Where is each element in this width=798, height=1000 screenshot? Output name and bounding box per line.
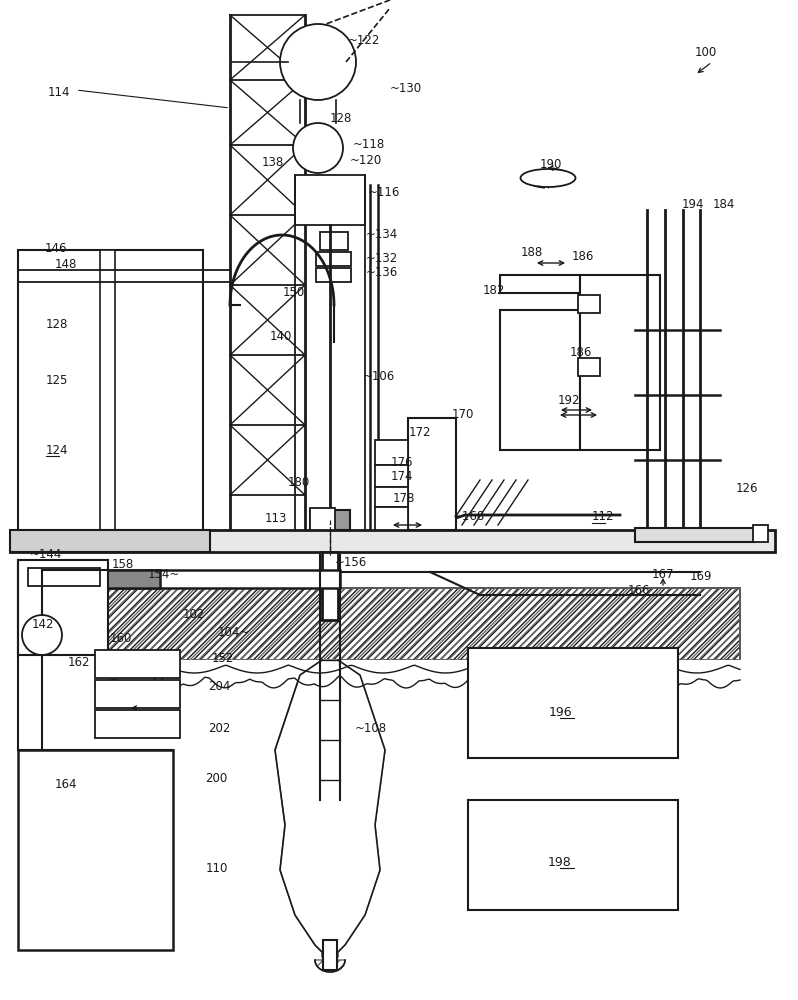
Text: ~118: ~118: [353, 137, 385, 150]
Bar: [10, 530, 775, 552]
Text: 100: 100: [695, 45, 717, 58]
Text: ~106: ~106: [363, 369, 395, 382]
Ellipse shape: [520, 169, 575, 187]
Bar: [753, 525, 768, 542]
Bar: [375, 440, 408, 465]
Text: ~168: ~168: [453, 510, 485, 522]
Bar: [316, 252, 351, 266]
Bar: [310, 508, 335, 530]
Text: 198: 198: [548, 856, 572, 868]
Text: ~116: ~116: [368, 186, 401, 198]
Text: 202: 202: [208, 722, 231, 734]
Bar: [310, 510, 350, 530]
Bar: [18, 250, 203, 545]
Bar: [28, 568, 100, 586]
Text: 128: 128: [46, 318, 69, 332]
Text: 176: 176: [391, 456, 413, 468]
Bar: [100, 588, 740, 660]
Bar: [500, 275, 580, 293]
Text: 178: 178: [393, 491, 416, 504]
Text: 164: 164: [55, 778, 77, 792]
Bar: [578, 295, 600, 313]
Text: 152: 152: [212, 652, 235, 664]
Text: 169: 169: [690, 570, 713, 582]
Text: ~120: ~120: [350, 153, 382, 166]
Text: 114: 114: [48, 87, 70, 100]
Circle shape: [280, 24, 356, 100]
Text: 128: 128: [330, 111, 353, 124]
Text: 146: 146: [45, 241, 68, 254]
Text: 140: 140: [270, 330, 292, 344]
Text: 172: 172: [409, 426, 432, 438]
Circle shape: [322, 947, 338, 963]
Bar: [320, 232, 348, 250]
Text: ~134: ~134: [366, 228, 398, 240]
Text: 167: 167: [652, 568, 674, 580]
Bar: [100, 570, 160, 588]
Text: 102: 102: [183, 608, 205, 621]
Text: 186: 186: [570, 347, 592, 360]
Text: 188: 188: [521, 245, 543, 258]
Bar: [10, 530, 210, 552]
Bar: [95, 680, 180, 708]
Bar: [500, 310, 580, 450]
Text: ~132: ~132: [366, 251, 398, 264]
Text: 182: 182: [483, 284, 505, 296]
Text: 126: 126: [736, 482, 759, 494]
Text: 186: 186: [572, 250, 595, 263]
Text: 166: 166: [628, 584, 650, 596]
Text: 162: 162: [68, 656, 90, 668]
Text: 200: 200: [205, 772, 227, 784]
Text: 154~: 154~: [148, 568, 180, 582]
Text: ~156: ~156: [335, 556, 367, 568]
Circle shape: [293, 123, 343, 173]
Text: 204: 204: [208, 680, 231, 692]
Text: 194: 194: [682, 198, 705, 212]
Bar: [322, 552, 338, 620]
Text: 158: 158: [112, 558, 134, 572]
Bar: [316, 268, 351, 282]
Text: 190: 190: [540, 158, 563, 172]
Text: 110: 110: [206, 861, 228, 874]
Text: 180: 180: [288, 477, 310, 489]
Bar: [468, 648, 678, 758]
Bar: [100, 570, 340, 588]
Text: 174: 174: [391, 471, 413, 484]
Bar: [375, 487, 408, 507]
Text: ~144: ~144: [30, 548, 62, 560]
Bar: [635, 528, 755, 542]
Text: 148: 148: [55, 258, 77, 271]
Text: ~108: ~108: [355, 722, 387, 734]
Bar: [375, 465, 408, 487]
Bar: [100, 250, 115, 545]
Bar: [18, 750, 173, 950]
Text: 125: 125: [46, 373, 69, 386]
Bar: [375, 507, 408, 530]
Text: 104~: 104~: [218, 626, 251, 640]
Text: 160: 160: [110, 632, 132, 645]
Circle shape: [22, 615, 62, 655]
Bar: [95, 710, 180, 738]
Bar: [95, 650, 180, 678]
Text: 113: 113: [265, 512, 287, 524]
Bar: [408, 418, 456, 530]
Bar: [295, 175, 365, 225]
Text: 184: 184: [713, 198, 736, 212]
Text: ~136: ~136: [366, 265, 398, 278]
Bar: [18, 560, 108, 655]
Text: 196: 196: [548, 706, 572, 718]
Text: 112: 112: [592, 510, 614, 524]
Bar: [578, 358, 600, 376]
Bar: [323, 940, 337, 970]
Text: 150: 150: [283, 286, 306, 300]
Bar: [468, 800, 678, 910]
Text: ~122: ~122: [348, 33, 381, 46]
Bar: [580, 275, 660, 450]
Text: 192: 192: [558, 393, 580, 406]
Text: 142: 142: [32, 617, 54, 631]
Text: ~130: ~130: [390, 82, 422, 95]
Text: 124: 124: [46, 444, 69, 456]
Text: 170: 170: [452, 408, 474, 422]
Text: 138: 138: [262, 155, 284, 168]
